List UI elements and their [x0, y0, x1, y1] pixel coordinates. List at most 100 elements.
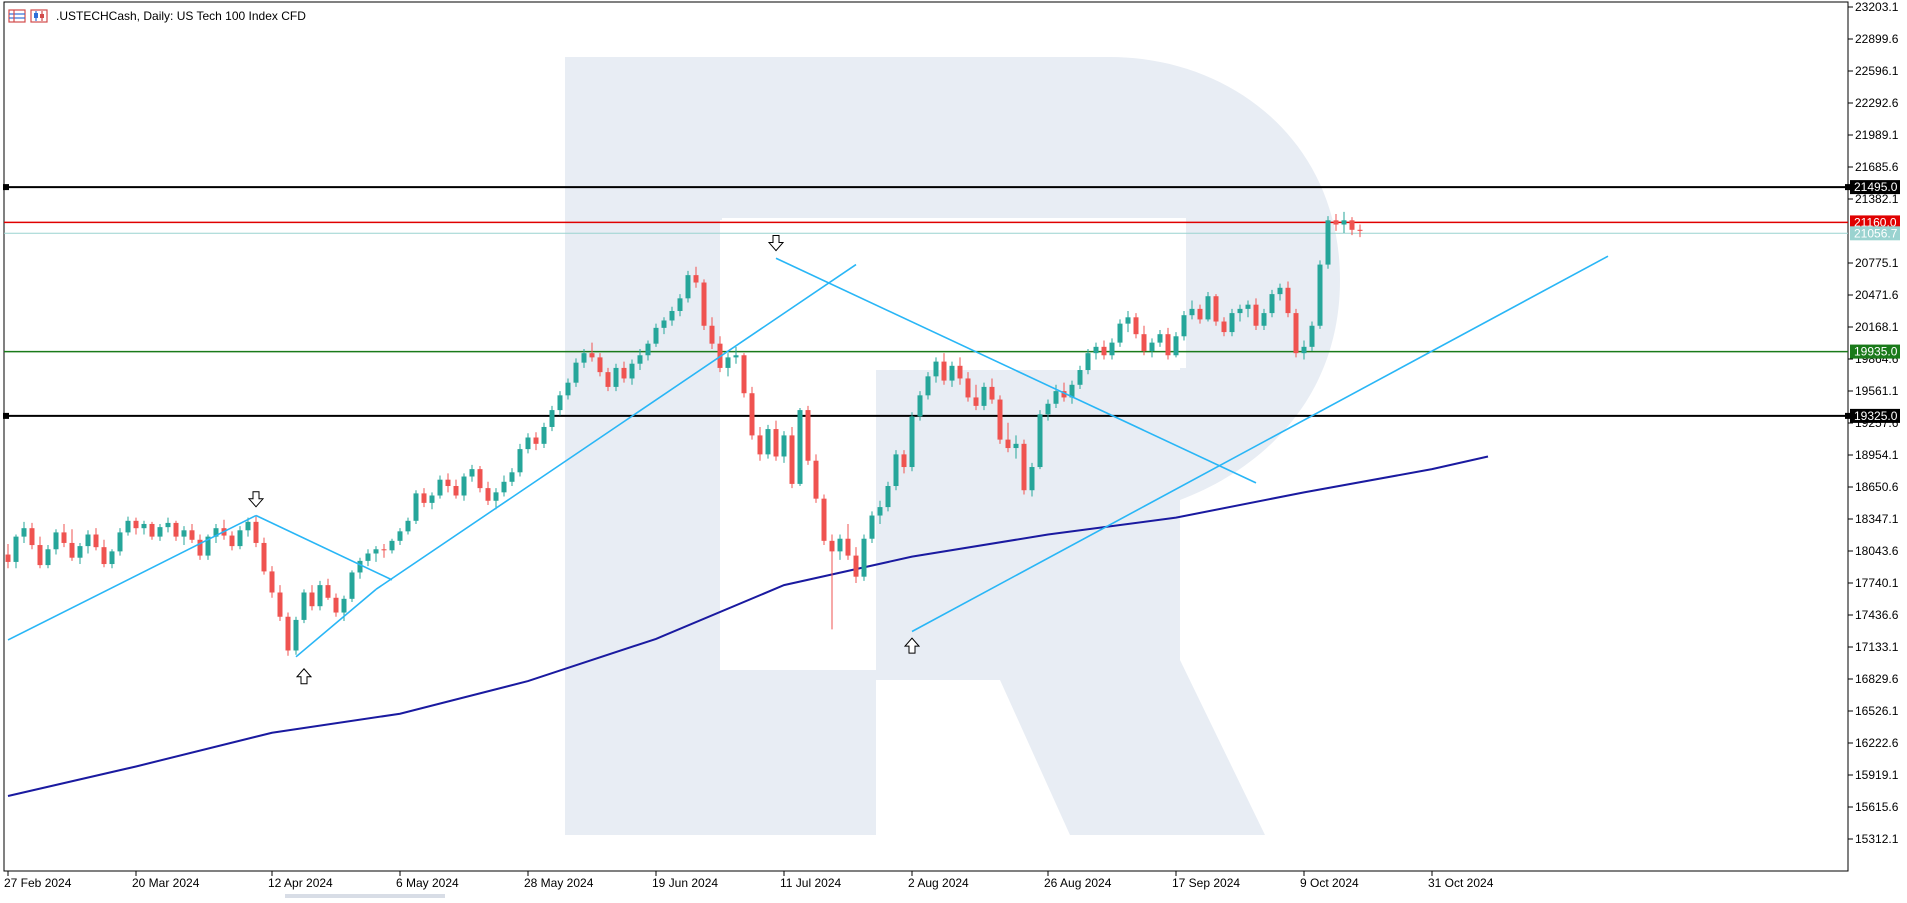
candle-body — [1309, 325, 1315, 347]
table-icon[interactable] — [8, 9, 26, 23]
candle — [453, 479, 459, 499]
x-tick-label: 26 Aug 2024 — [1044, 876, 1112, 890]
candle — [301, 589, 307, 624]
level-anchor — [3, 412, 9, 419]
candle-body — [1037, 414, 1043, 468]
candle — [901, 450, 907, 474]
candle-body — [1013, 443, 1019, 449]
candle-body — [341, 598, 347, 613]
candle-body — [189, 530, 195, 540]
watermark-shape — [565, 57, 1340, 835]
candle — [1149, 338, 1155, 358]
candle-body — [373, 549, 379, 554]
candle-body — [429, 495, 435, 503]
candle — [125, 516, 131, 536]
candle — [653, 323, 659, 347]
candle — [1293, 308, 1299, 358]
candle — [853, 547, 859, 584]
candle — [1093, 342, 1099, 360]
candle-body — [837, 538, 843, 552]
candle-body — [1101, 346, 1107, 356]
y-tick-label: 16829.6 — [1855, 672, 1899, 686]
horizontal-scrollbar[interactable] — [285, 894, 445, 898]
candle — [1021, 439, 1027, 495]
candle — [29, 522, 35, 550]
candlestick-icon[interactable] — [30, 9, 48, 23]
candle — [221, 519, 227, 540]
candle-body — [549, 410, 555, 427]
candle-body — [205, 536, 211, 556]
candle — [1133, 313, 1139, 339]
y-tick-label: 19561.1 — [1855, 384, 1899, 398]
candle — [773, 420, 779, 461]
candle — [461, 473, 467, 501]
candle — [933, 357, 939, 383]
candle — [1301, 340, 1307, 360]
candle — [509, 468, 515, 487]
candle-body — [685, 275, 691, 299]
level-price-label: 19325.0 — [1854, 409, 1898, 423]
candle-body — [1333, 220, 1339, 225]
candle-body — [21, 528, 27, 537]
candle — [1261, 308, 1267, 330]
candle — [1005, 422, 1011, 453]
candle — [709, 317, 715, 349]
level-anchor — [3, 184, 9, 191]
candle — [1045, 399, 1051, 421]
candle-body — [709, 325, 715, 344]
level-price-label: 19935.0 — [1854, 345, 1898, 359]
candle — [317, 580, 323, 611]
chart-header: .USTECHCash, Daily: US Tech 100 Index CF… — [8, 6, 306, 26]
candle-body — [253, 521, 259, 543]
x-tick-label: 20 Mar 2024 — [132, 876, 200, 890]
candle-body — [1005, 439, 1011, 449]
candle — [469, 464, 475, 482]
candle-body — [1045, 403, 1051, 415]
candle-body — [773, 429, 779, 457]
candle-body — [997, 399, 1003, 440]
candle-body — [1245, 304, 1251, 309]
candle-body — [1349, 220, 1355, 230]
x-tick-label: 17 Sep 2024 — [1172, 876, 1240, 890]
candle-body — [389, 540, 395, 551]
candle-body — [197, 539, 203, 556]
candle-body — [813, 460, 819, 499]
y-tick-label: 22899.6 — [1855, 32, 1899, 46]
candle — [1189, 300, 1195, 320]
candle-body — [293, 619, 299, 651]
candle-body — [277, 592, 283, 617]
candle-body — [1317, 264, 1323, 326]
candle-body — [557, 395, 563, 411]
candle-body — [149, 523, 155, 537]
candle-body — [1029, 467, 1035, 491]
candle-body — [829, 540, 835, 552]
trendline — [255, 514, 393, 581]
candle — [413, 490, 419, 524]
candle — [645, 340, 651, 361]
candle — [1029, 462, 1035, 497]
candle — [549, 405, 555, 432]
y-tick-label: 21989.1 — [1855, 128, 1899, 142]
candle-body — [933, 361, 939, 377]
level-price-label: 21160.0 — [1854, 215, 1897, 229]
candle — [965, 372, 971, 402]
candle-body — [845, 538, 851, 556]
x-tick-label: 28 May 2024 — [524, 876, 594, 890]
candle-body — [13, 536, 19, 562]
candle — [1325, 216, 1331, 269]
candle — [445, 473, 451, 493]
candle — [485, 481, 491, 505]
chart-title: .USTECHCash, Daily: US Tech 100 Index CF… — [56, 9, 306, 23]
candle-body — [261, 542, 267, 572]
candle — [613, 363, 619, 392]
candle-body — [621, 367, 627, 379]
candle-body — [141, 523, 147, 529]
candle — [605, 367, 611, 392]
candle — [1245, 300, 1251, 318]
candle — [309, 585, 315, 611]
candle — [629, 359, 635, 385]
y-tick-label: 20775.1 — [1855, 256, 1899, 270]
level-price-label: 21495.0 — [1854, 180, 1898, 194]
candle — [389, 538, 395, 554]
